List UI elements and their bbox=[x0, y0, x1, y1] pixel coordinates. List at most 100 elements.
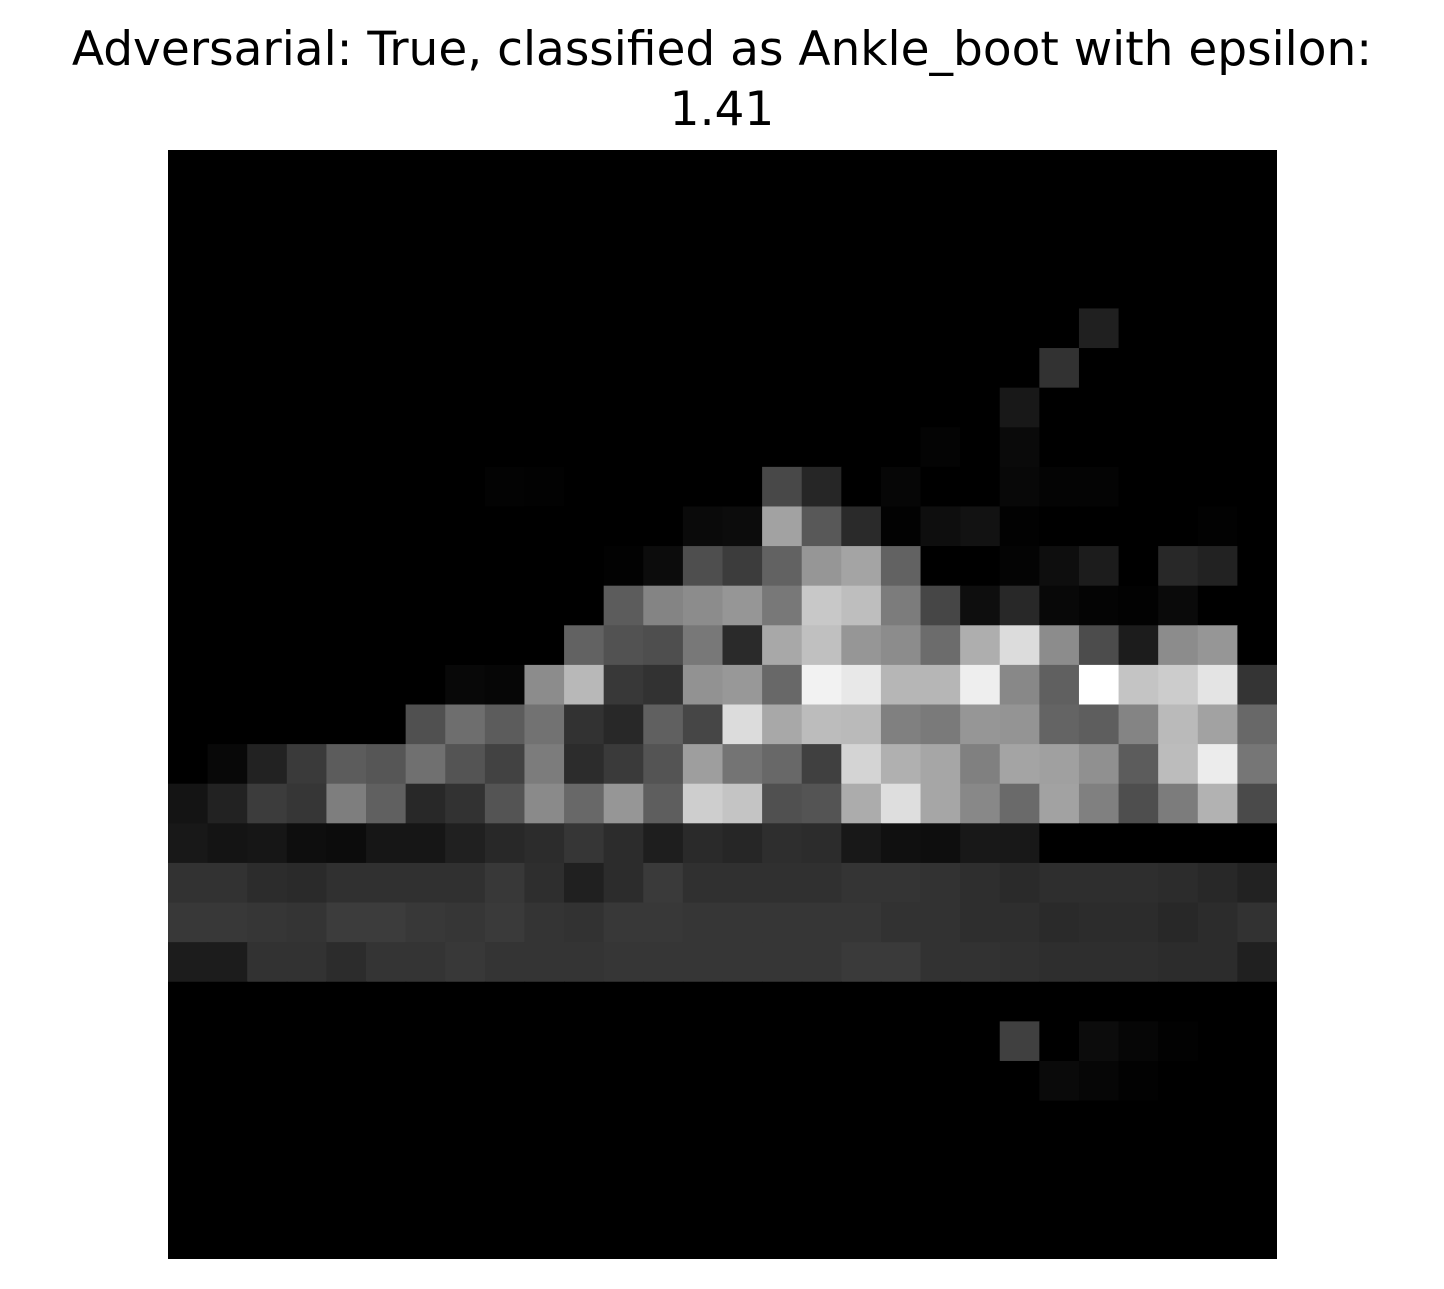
pixel-cell-r8-c23 bbox=[1078, 466, 1120, 508]
pixel-cell-r3-c15 bbox=[762, 268, 803, 310]
pixel-cell-r6-c13 bbox=[682, 387, 724, 428]
pixel-cell-r8-c18 bbox=[880, 466, 922, 508]
pixel-cell-r15-c14 bbox=[722, 744, 763, 785]
pixel-cell-r11-c12 bbox=[643, 585, 684, 626]
pixel-cell-r19-c12 bbox=[643, 902, 684, 943]
pixel-cell-r14-c4 bbox=[326, 704, 367, 745]
pixel-cell-r8-c25 bbox=[1158, 466, 1199, 508]
pixel-cell-r14-c8 bbox=[484, 704, 526, 745]
pixel-cell-r12-c1 bbox=[207, 625, 248, 666]
pixel-cell-r3-c24 bbox=[1118, 268, 1159, 310]
pixel-cell-r17-c27 bbox=[1237, 823, 1277, 864]
pixel-cell-r5-c17 bbox=[841, 348, 882, 389]
pixel-cell-r15-c23 bbox=[1078, 744, 1120, 785]
pixel-cell-r15-c4 bbox=[326, 744, 367, 785]
pixel-cell-r9-c19 bbox=[920, 506, 961, 547]
pixel-cell-r17-c0 bbox=[168, 823, 209, 864]
pixel-cell-r18-c17 bbox=[841, 862, 882, 904]
pixel-cell-r27-c27 bbox=[1237, 1219, 1277, 1259]
pixel-cell-r26-c10 bbox=[564, 1179, 605, 1220]
pixel-cell-r12-c26 bbox=[1197, 625, 1238, 666]
pixel-cell-r22-c9 bbox=[524, 1021, 565, 1062]
pixel-cell-r26-c3 bbox=[286, 1179, 328, 1220]
pixel-cell-r25-c14 bbox=[722, 1140, 763, 1181]
pixel-cell-r6-c19 bbox=[920, 387, 961, 428]
pixel-cell-r27-c19 bbox=[920, 1219, 961, 1259]
pixel-cell-r0-c13 bbox=[682, 150, 724, 191]
pixel-cell-r26-c9 bbox=[524, 1179, 565, 1220]
pixel-cell-r3-c4 bbox=[326, 268, 367, 310]
pixel-cell-r15-c21 bbox=[999, 744, 1040, 785]
pixel-cell-r12-c12 bbox=[643, 625, 684, 666]
pixel-cell-r4-c17 bbox=[841, 308, 882, 349]
pixel-cell-r13-c20 bbox=[960, 664, 1001, 706]
pixel-cell-r15-c1 bbox=[207, 744, 248, 785]
pixel-cell-r24-c14 bbox=[722, 1100, 763, 1141]
pixel-cell-r3-c16 bbox=[801, 268, 842, 310]
pixel-cell-r18-c13 bbox=[682, 862, 724, 904]
pixel-cell-r24-c27 bbox=[1237, 1100, 1277, 1141]
pixel-cell-r12-c11 bbox=[603, 625, 644, 666]
pixel-cell-r21-c15 bbox=[762, 981, 803, 1022]
pixel-cell-r27-c5 bbox=[366, 1219, 407, 1259]
pixel-cell-r23-c12 bbox=[643, 1060, 684, 1102]
pixel-cell-r17-c15 bbox=[762, 823, 803, 864]
pixel-cell-r25-c23 bbox=[1078, 1140, 1120, 1181]
pixel-cell-r5-c26 bbox=[1197, 348, 1238, 389]
pixel-cell-r8-c0 bbox=[168, 466, 209, 508]
pixel-cell-r21-c11 bbox=[603, 981, 644, 1022]
pixel-cell-r22-c18 bbox=[880, 1021, 922, 1062]
pixel-cell-r3-c23 bbox=[1078, 268, 1120, 310]
pixel-cell-r24-c22 bbox=[1039, 1100, 1080, 1141]
pixel-cell-r2-c19 bbox=[920, 229, 961, 270]
pixel-cell-r8-c2 bbox=[247, 466, 288, 508]
pixel-cell-r6-c25 bbox=[1158, 387, 1199, 428]
pixel-cell-r2-c18 bbox=[880, 229, 922, 270]
pixel-cell-r25-c10 bbox=[564, 1140, 605, 1181]
pixel-cell-r26-c6 bbox=[405, 1179, 446, 1220]
pixel-cell-r19-c16 bbox=[801, 902, 842, 943]
pixel-cell-r18-c5 bbox=[366, 862, 407, 904]
pixel-cell-r21-c14 bbox=[722, 981, 763, 1022]
pixel-cell-r23-c13 bbox=[682, 1060, 724, 1102]
pixel-cell-r12-c5 bbox=[366, 625, 407, 666]
pixel-cell-r1-c5 bbox=[366, 189, 407, 230]
pixel-cell-r12-c27 bbox=[1237, 625, 1277, 666]
pixel-cell-r5-c20 bbox=[960, 348, 1001, 389]
pixel-cell-r15-c6 bbox=[405, 744, 446, 785]
pixel-cell-r0-c0 bbox=[168, 150, 209, 191]
pixel-cell-r9-c17 bbox=[841, 506, 882, 547]
pixel-cell-r8-c6 bbox=[405, 466, 446, 508]
pixel-cell-r19-c20 bbox=[960, 902, 1001, 943]
pixel-cell-r8-c4 bbox=[326, 466, 367, 508]
pixel-cell-r23-c3 bbox=[286, 1060, 328, 1102]
pixel-cell-r26-c5 bbox=[366, 1179, 407, 1220]
pixel-cell-r11-c9 bbox=[524, 585, 565, 626]
pixel-cell-r20-c4 bbox=[326, 942, 367, 983]
pixel-cell-r18-c8 bbox=[484, 862, 526, 904]
pixel-cell-r11-c11 bbox=[603, 585, 644, 626]
pixel-cell-r12-c15 bbox=[762, 625, 803, 666]
pixel-cell-r3-c6 bbox=[405, 268, 446, 310]
pixel-cell-r5-c8 bbox=[484, 348, 526, 389]
pixel-cell-r16-c27 bbox=[1237, 783, 1277, 824]
pixel-cell-r18-c10 bbox=[564, 862, 605, 904]
pixel-cell-r1-c11 bbox=[603, 189, 644, 230]
pixel-cell-r14-c17 bbox=[841, 704, 882, 745]
pixel-cell-r0-c7 bbox=[445, 150, 486, 191]
pixel-cell-r5-c5 bbox=[366, 348, 407, 389]
pixel-cell-r26-c17 bbox=[841, 1179, 882, 1220]
pixel-cell-r9-c25 bbox=[1158, 506, 1199, 547]
pixel-cell-r21-c18 bbox=[880, 981, 922, 1022]
pixel-cell-r6-c9 bbox=[524, 387, 565, 428]
pixel-cell-r3-c26 bbox=[1197, 268, 1238, 310]
pixel-cell-r18-c11 bbox=[603, 862, 644, 904]
pixel-cell-r21-c24 bbox=[1118, 981, 1159, 1022]
pixel-cell-r0-c12 bbox=[643, 150, 684, 191]
pixel-cell-r11-c7 bbox=[445, 585, 486, 626]
pixel-cell-r5-c0 bbox=[168, 348, 209, 389]
pixel-cell-r9-c5 bbox=[366, 506, 407, 547]
pixel-cell-r23-c14 bbox=[722, 1060, 763, 1102]
pixel-cell-r25-c18 bbox=[880, 1140, 922, 1181]
pixel-cell-r26-c18 bbox=[880, 1179, 922, 1220]
